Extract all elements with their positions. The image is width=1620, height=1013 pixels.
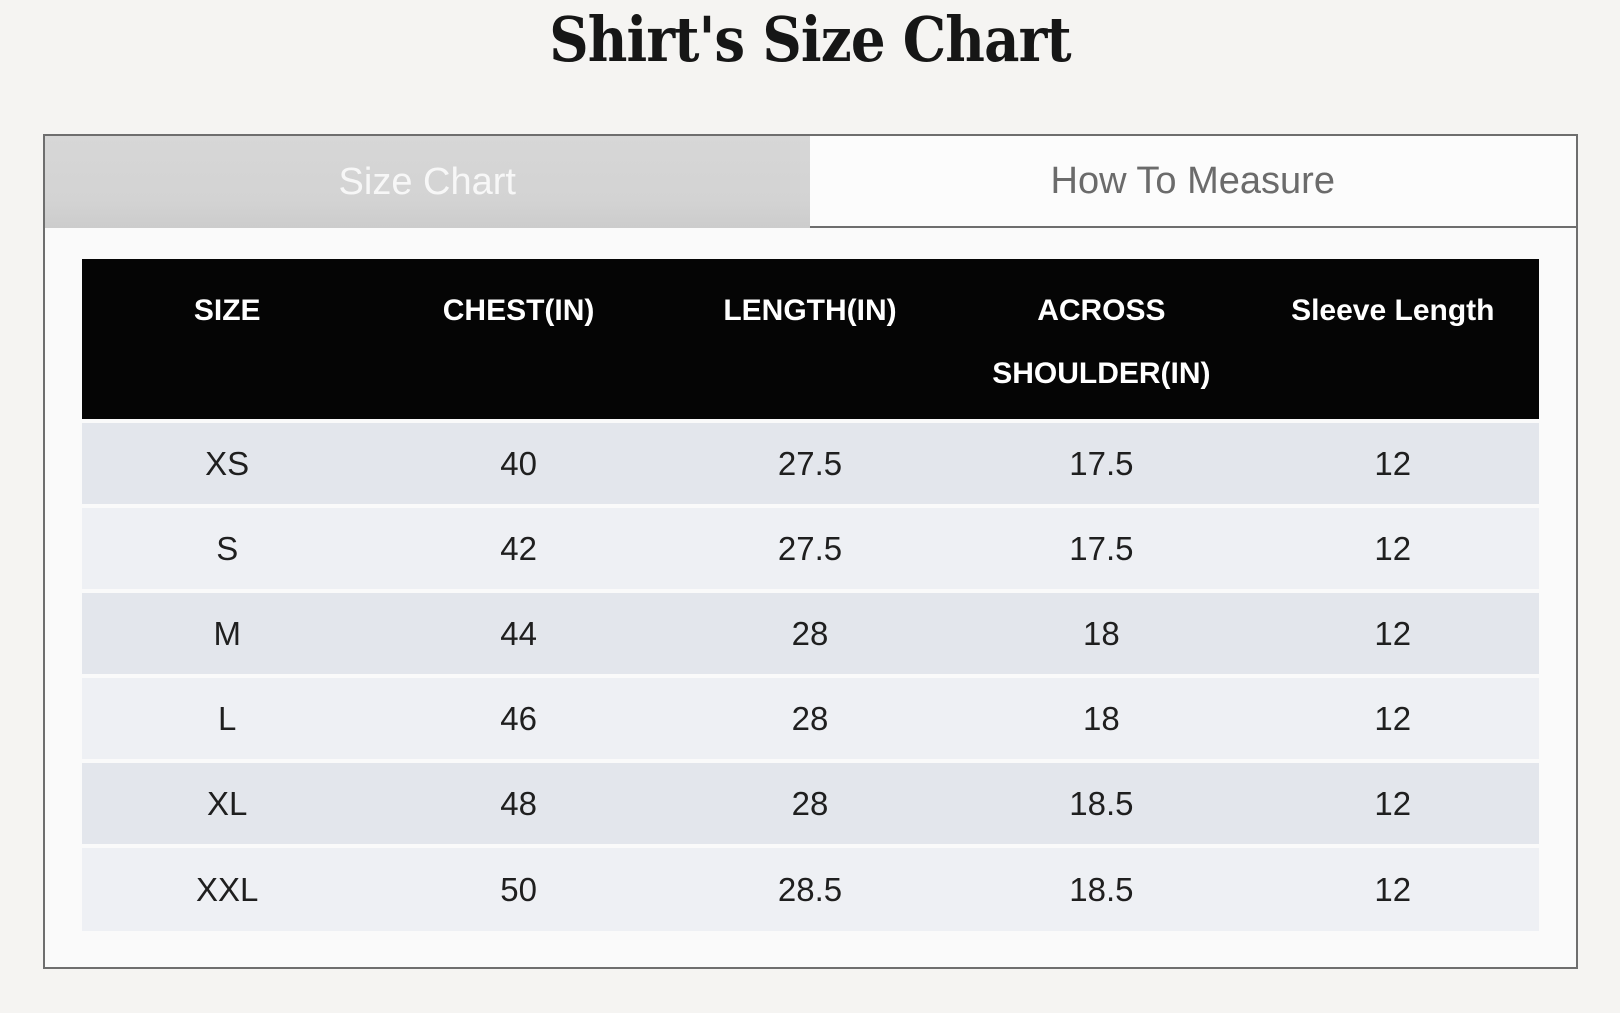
measurement-cell: 42 (372, 504, 665, 592)
measurement-cell: 46 (372, 674, 665, 762)
measurement-cell: 18 (955, 674, 1248, 762)
tab-how-to-measure-label: How To Measure (1050, 159, 1335, 202)
measurement-cell: 18 (955, 589, 1248, 677)
header-row: SIZE CHEST(IN) LENGTH(IN) ACROSS SHOULDE… (81, 259, 1539, 422)
column-header-size: SIZE (81, 259, 373, 422)
measurement-cell: 28 (664, 589, 956, 677)
tab-how-to-measure[interactable]: How To Measure (810, 136, 1576, 229)
measurement-cell: 12 (1247, 844, 1539, 932)
measurement-cell: 50 (372, 844, 665, 932)
size-cell: XXL (81, 844, 373, 932)
table-row: XXL 50 28.5 18.5 12 (81, 844, 1539, 932)
measurement-cell: 28 (664, 674, 956, 762)
size-table-head: SIZE CHEST(IN) LENGTH(IN) ACROSS SHOULDE… (81, 259, 1539, 422)
table-row: XL 48 28 18.5 12 (81, 759, 1539, 847)
measurement-cell: 44 (372, 589, 665, 677)
size-cell: M (81, 589, 373, 677)
column-header-across-shoulder: ACROSS SHOULDER(IN) (955, 259, 1248, 422)
measurement-cell: 12 (1247, 504, 1539, 592)
size-cell: L (81, 674, 373, 762)
table-row: XS 40 27.5 17.5 12 (81, 419, 1539, 507)
size-cell: XL (81, 759, 373, 847)
measurement-cell: 40 (372, 419, 665, 507)
measurement-cell: 48 (372, 759, 665, 847)
size-table: SIZE CHEST(IN) LENGTH(IN) ACROSS SHOULDE… (81, 259, 1539, 932)
measurement-cell: 18.5 (955, 759, 1248, 847)
measurement-cell: 17.5 (955, 504, 1248, 592)
column-header-length: LENGTH(IN) (664, 259, 956, 422)
size-table-body: XS 40 27.5 17.5 12 S 42 27.5 17.5 12 M 44 28 18 12 L 46 2… (81, 419, 1539, 932)
measurement-cell: 27.5 (664, 504, 956, 592)
page-title: Shirt's Size Chart (549, 3, 1071, 76)
measurement-cell: 12 (1247, 589, 1539, 677)
size-cell: XS (81, 419, 373, 507)
size-cell: S (81, 504, 373, 592)
measurement-cell: 28 (664, 759, 956, 847)
tab-size-chart-label: Size Chart (338, 160, 516, 203)
measurement-cell: 27.5 (664, 419, 956, 507)
table-row: M 44 28 18 12 (81, 589, 1539, 677)
table-row: S 42 27.5 17.5 12 (81, 504, 1539, 592)
measurement-cell: 18.5 (955, 844, 1248, 932)
measurement-cell: 12 (1247, 674, 1539, 762)
measurement-cell: 12 (1247, 759, 1539, 847)
tab-bar: Size Chart How To Measure (44, 136, 1576, 229)
measurement-cell: 12 (1247, 419, 1539, 507)
column-header-chest: CHEST(IN) (372, 259, 665, 422)
tab-size-chart[interactable]: Size Chart (44, 136, 810, 229)
column-header-sleeve-length: Sleeve Length (1247, 259, 1539, 422)
size-chart-panel: SIZE CHEST(IN) LENGTH(IN) ACROSS SHOULDE… (44, 228, 1576, 968)
table-row: L 46 28 18 12 (81, 674, 1539, 762)
measurement-cell: 17.5 (955, 419, 1248, 507)
measurement-cell: 28.5 (664, 844, 956, 932)
size-chart-card: Size Chart How To Measure SIZE CHEST(IN)… (42, 134, 1578, 970)
